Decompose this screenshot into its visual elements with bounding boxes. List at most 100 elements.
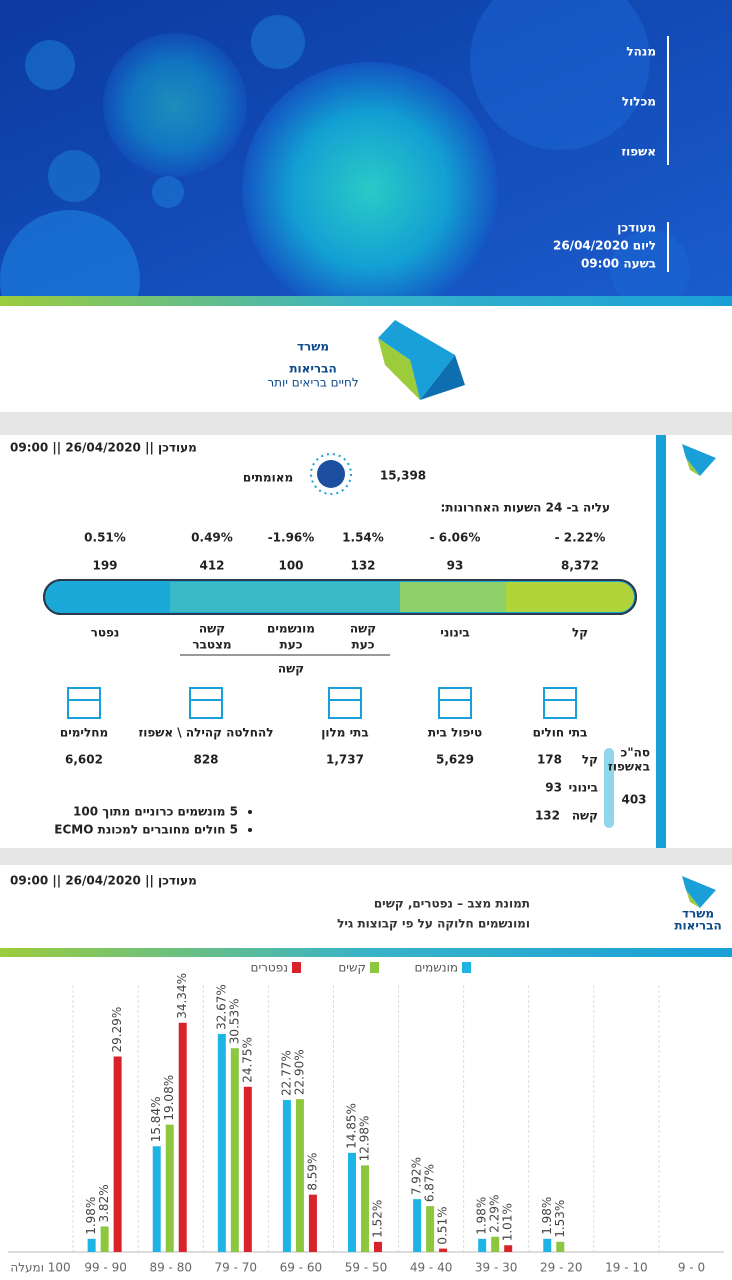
ministry-logo [378,320,465,400]
level-label: קשה [199,622,225,636]
cutoff [0,842,656,848]
legend-label: קשים [338,961,366,975]
x-tick-label: 70 - 79 [215,1261,258,1275]
x-tick-label: 60 - 69 [280,1261,323,1275]
place-icon [438,687,472,719]
small-logo [682,876,716,908]
chart-ministry: משרד [682,907,714,921]
ministry-slogan: לחיים בריאים יותר [267,376,358,390]
level-label: מצטבר [192,638,231,652]
level-change: - 6.06% [430,531,481,545]
side-bar [656,435,666,848]
hospital-total-label: סה"כ [621,746,650,760]
value-label: 22.77% [279,1050,293,1096]
bar [361,1165,369,1252]
ministry-name: הבריאות [289,362,336,376]
confirmed-label: מאומתים [243,471,293,485]
value-label: 12.98% [358,1116,372,1162]
level-value: 412 [199,559,224,573]
hospital-row-value: 178 [537,753,562,767]
x-tick-label: 30 - 39 [475,1261,518,1275]
bar [230,1048,239,1252]
place-icon [328,687,362,719]
hospital-total-label: באשפוז [608,760,650,774]
updated: מעודכן || 26/04/2020 || 09:00 [10,441,197,455]
banner-date: בשעה 09:00 [581,257,656,271]
value-label: 1.01% [501,1203,515,1241]
legend-swatch [462,962,471,973]
place-value: 828 [193,753,218,767]
bar [243,1086,252,1252]
x-tick-label: 80 - 89 [149,1261,192,1275]
level-value: 199 [92,559,117,573]
stripe [0,296,732,306]
bar [165,1124,174,1252]
value-label: 1.98% [475,1197,489,1235]
virus-art [0,0,690,350]
hospital-row-value: 93 [545,781,562,795]
small-logo [682,444,716,476]
bar [152,1146,161,1252]
chart-title: תמונת מצב – נפטרים, קשים [374,897,530,911]
place-icon [67,687,101,719]
level-change: 0.51% [84,531,126,545]
bar [178,1022,187,1252]
bar [308,1194,317,1252]
bar [374,1241,382,1252]
level-label: קל [572,626,588,640]
bullet: 5 מונשמים כרוניים מתוך 100 [73,805,238,819]
place-label: בתי מלון [321,726,368,740]
value-label: 24.75% [240,1037,254,1083]
value-label: 0.51% [436,1206,450,1244]
level-value: 132 [350,559,375,573]
bar [217,1033,226,1252]
chart-ministry: הבריאות [674,919,721,933]
value-label: 19.08% [162,1075,176,1121]
bar [491,1236,500,1252]
x-tick-label: 20 - 29 [540,1261,583,1275]
value-label: 29.29% [110,1007,124,1053]
bullet-dot [248,828,252,832]
level-label: כעת [280,638,303,652]
bullet: 5 חולים מחוברים למכונת ECMO [54,823,238,837]
level-change: - 2.22% [555,531,606,545]
chart-updated: מעודכן || 26/04/2020 || 09:00 [10,874,197,888]
virus-icon [310,453,352,495]
banner-title: מנהל [626,45,656,59]
ministry-name: משרד [297,340,329,354]
bar [113,1056,122,1252]
value-label: 15.84% [149,1097,163,1143]
bullet-dot [248,810,252,814]
x-tick-label: 0 - 9 [678,1261,705,1275]
bar [426,1206,435,1252]
value-label: 1.98% [84,1197,98,1235]
small-logo [686,458,700,476]
level-bar [43,579,637,615]
bar [556,1241,565,1252]
bar [282,1100,291,1252]
place-label: טיפול בית [428,726,482,740]
value-label: 6.87% [423,1164,437,1202]
level-label: מונשמים [267,622,315,636]
bar [504,1245,513,1252]
value-label: 2.29% [488,1195,502,1233]
banner-title: אשפוז [621,145,656,159]
small-logo [686,890,700,908]
bar [543,1238,552,1252]
level-label: נפטר [91,626,120,640]
hospital-row-value: 132 [535,809,560,823]
level-value: 93 [447,559,464,573]
level-value: 8,372 [561,559,599,573]
value-label: 7.92% [410,1157,424,1195]
severe-group: קשה [278,662,304,676]
place-value: 1,737 [326,753,364,767]
value-label: 1.53% [553,1200,567,1238]
hospital-row-label: קשה [572,809,598,823]
ministry-panel [0,306,732,412]
place-icon [189,687,223,719]
value-label: 32.67% [214,984,228,1030]
legend-label: מונשמים [414,961,458,975]
bar [413,1199,422,1252]
